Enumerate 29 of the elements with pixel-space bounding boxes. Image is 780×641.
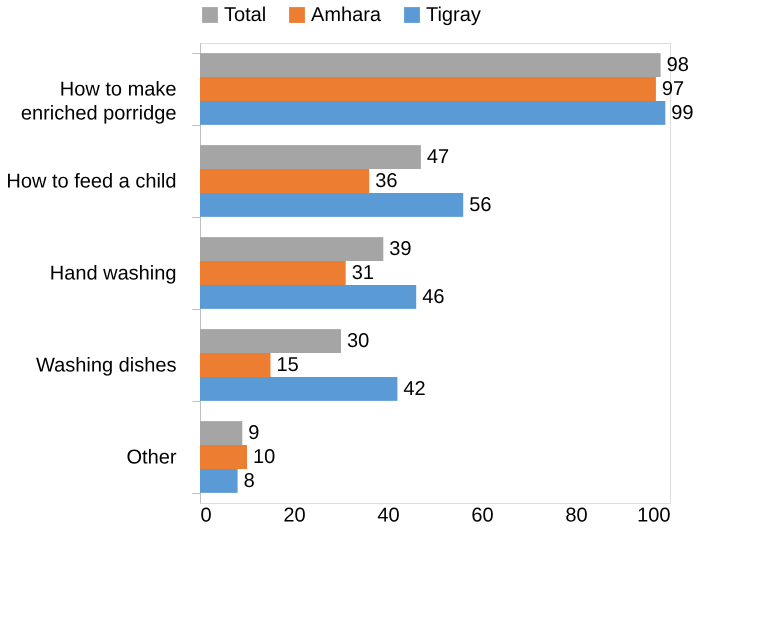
x-tick-label: 80 xyxy=(565,504,588,526)
x-tick-label: 20 xyxy=(283,504,306,526)
data-label: 97 xyxy=(662,78,684,100)
data-label: 10 xyxy=(253,446,276,468)
data-label: 31 xyxy=(352,262,374,284)
legend-label: Total xyxy=(224,4,266,26)
data-label: 36 xyxy=(375,170,398,192)
data-label: 15 xyxy=(276,354,299,376)
data-label: 56 xyxy=(469,194,492,216)
x-tick-label: 60 xyxy=(471,504,494,526)
data-label: 9 xyxy=(248,422,260,444)
data-label: 42 xyxy=(403,378,426,400)
y-tick-label: Washing dishes xyxy=(36,354,176,376)
x-tick-label: 100 xyxy=(637,504,670,526)
y-tick-label: Hand washing xyxy=(50,262,176,284)
data-label: 98 xyxy=(666,54,689,76)
legend-label: Amhara xyxy=(311,4,382,26)
y-tick-label: How to make enriched porridge xyxy=(20,78,176,124)
data-label: 99 xyxy=(671,102,694,124)
data-label: 39 xyxy=(389,238,412,260)
data-label: 47 xyxy=(426,146,450,168)
x-tick-label: 0 xyxy=(200,504,212,526)
data-label: 30 xyxy=(347,330,370,352)
y-tick-label: Other xyxy=(126,446,177,468)
data-label: 8 xyxy=(244,470,255,492)
y-tick-label: How to feed a child xyxy=(6,170,176,192)
legend-label: Tigray xyxy=(426,4,481,26)
data-label: 46 xyxy=(422,286,444,308)
x-tick-label: 40 xyxy=(377,504,400,526)
